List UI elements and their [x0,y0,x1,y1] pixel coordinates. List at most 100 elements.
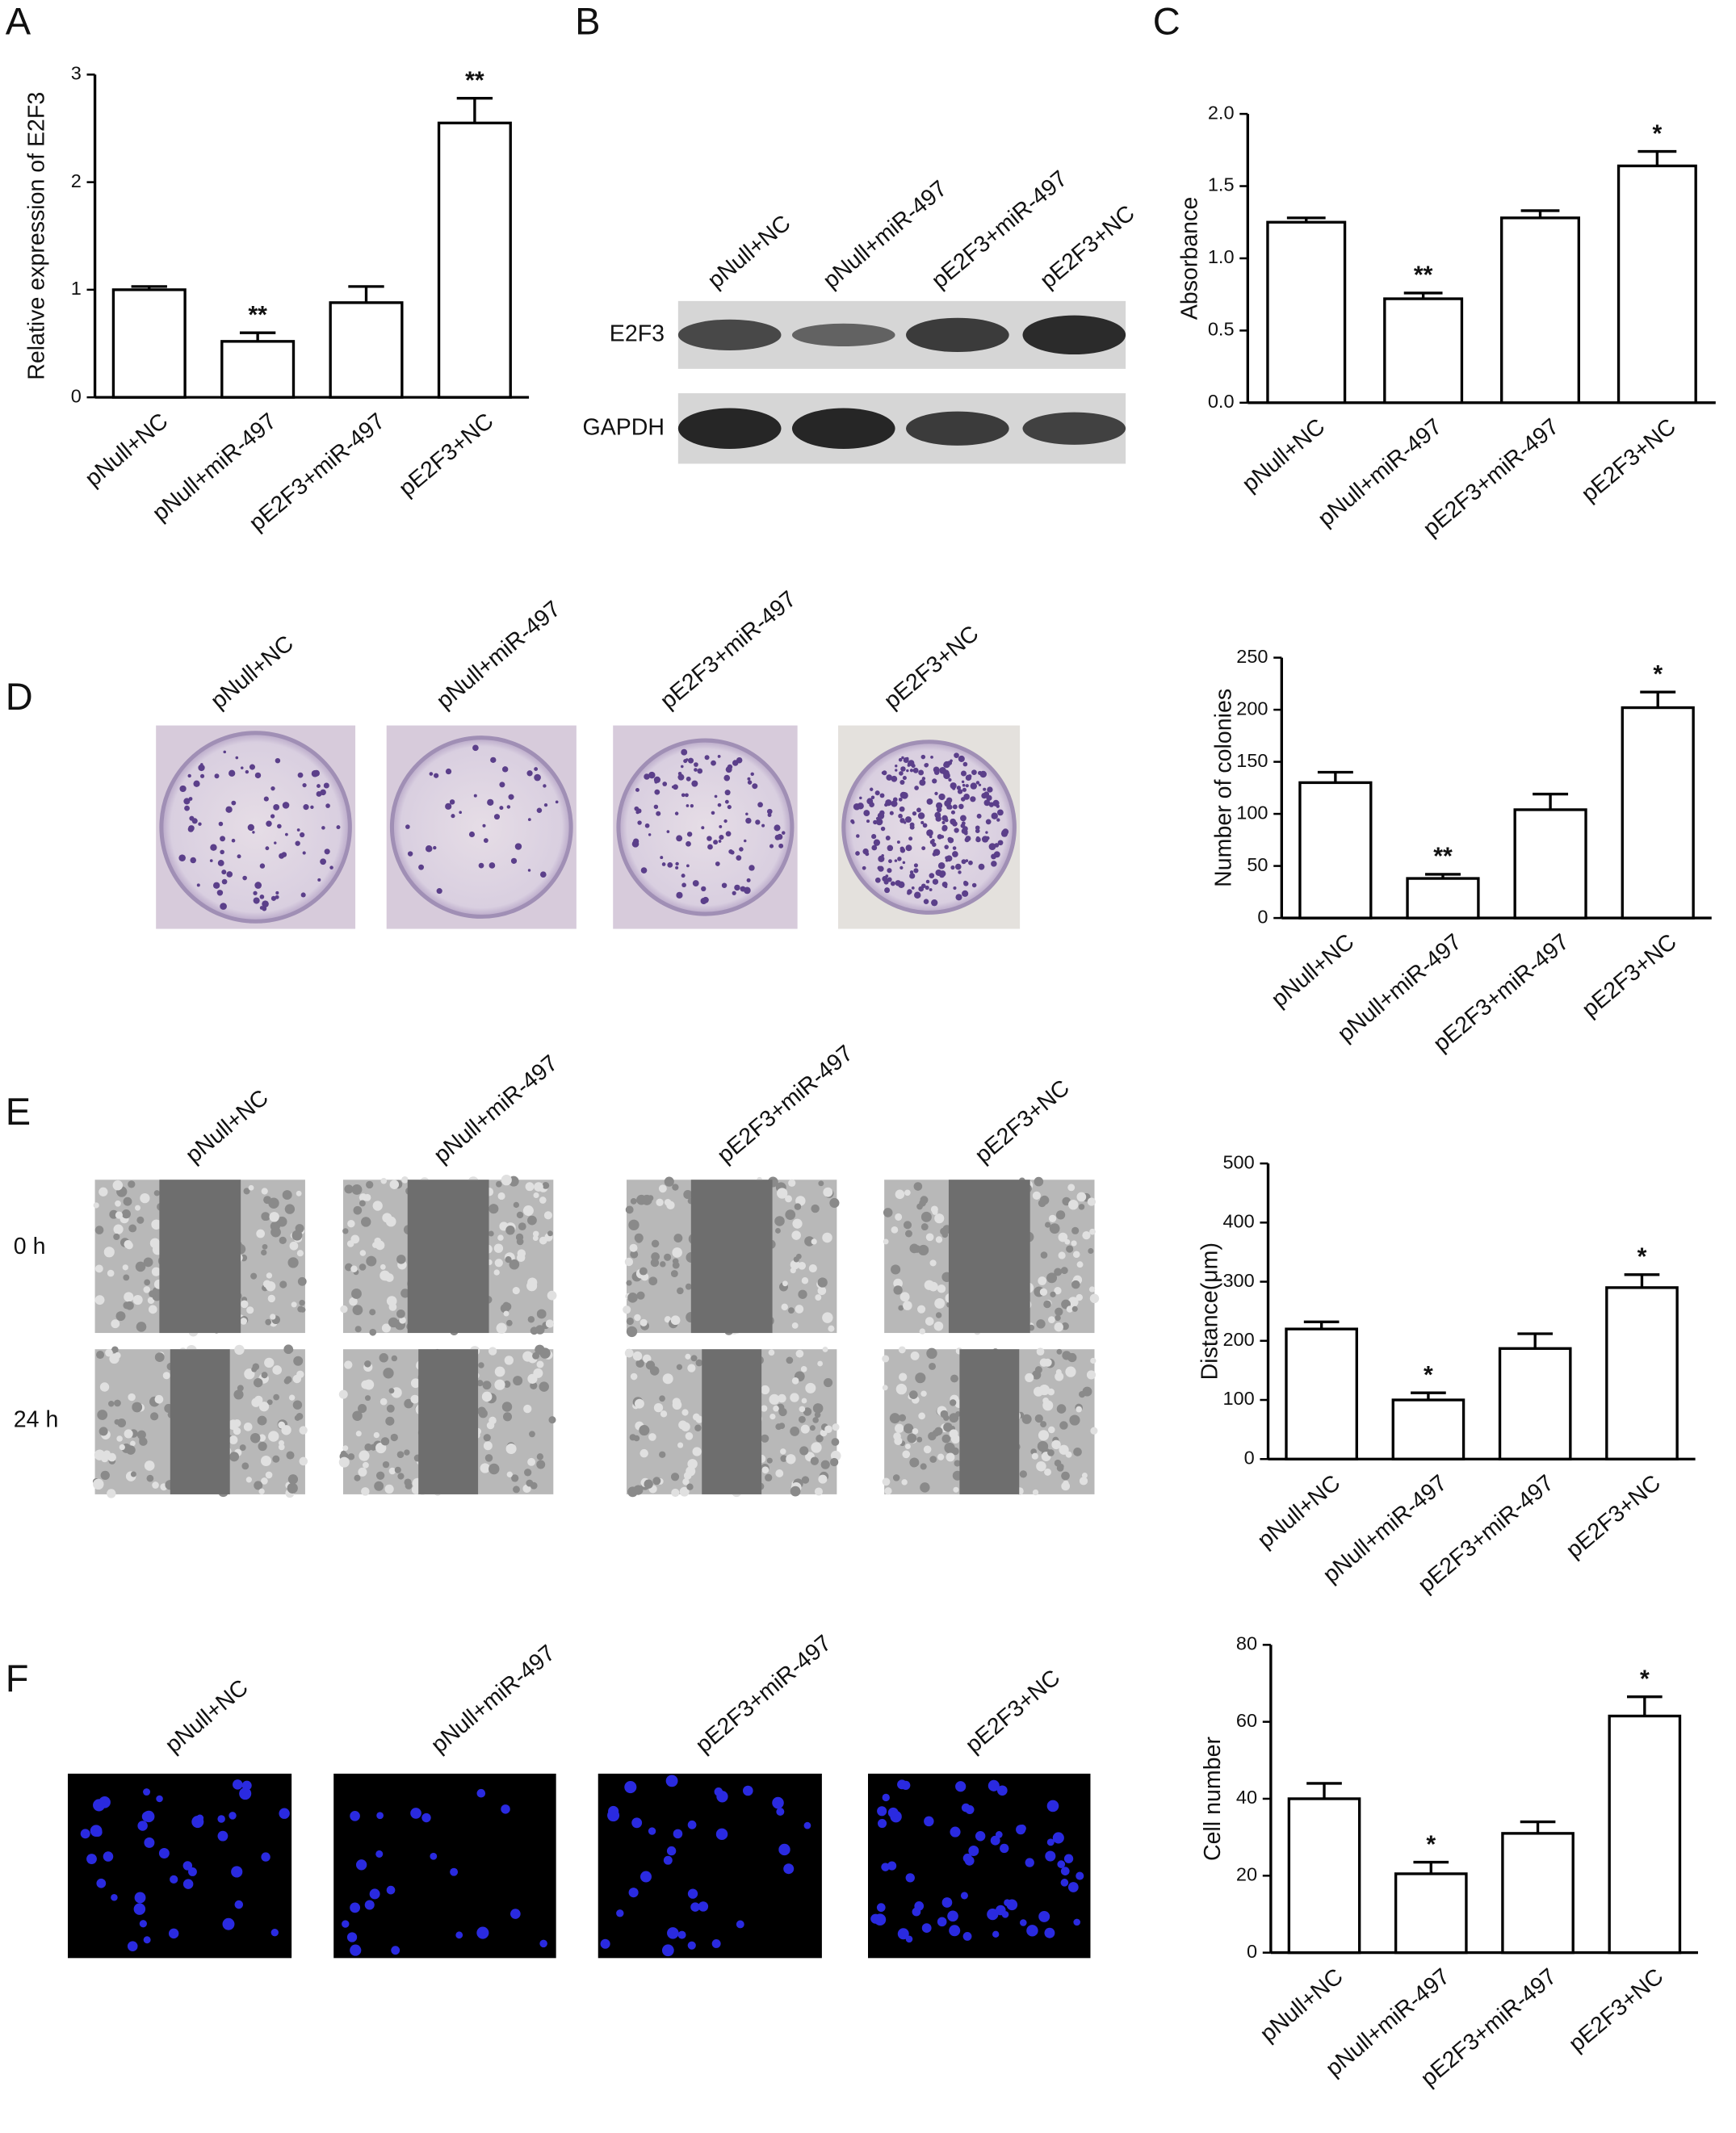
colony [983,799,991,807]
cell [239,1444,246,1451]
colony [937,862,946,870]
cell [672,1258,679,1265]
cell-nucleus [687,1888,698,1899]
colony [640,867,648,874]
bar [1498,1347,1572,1460]
colony [985,836,990,840]
colony [871,844,878,851]
cell-nucleus [882,1793,890,1802]
colony [451,814,455,819]
cell [633,1485,644,1495]
cell [358,1404,367,1414]
colony [493,814,501,820]
cell [1060,1267,1068,1275]
cell [1048,1214,1057,1222]
cell-nucleus [539,1939,547,1948]
cell [895,1213,903,1221]
cell [135,1205,141,1211]
cell [152,1481,159,1489]
colony [954,863,962,870]
cell [526,1479,534,1487]
cell [396,1323,403,1329]
cell [651,1252,660,1261]
cell [786,1454,796,1465]
cell [299,1456,308,1466]
cell [294,1414,301,1421]
colony [534,773,541,782]
cell-nucleus [476,1788,486,1798]
y-tick-label: 50 [1247,854,1268,875]
cell [483,1441,493,1451]
cell-nucleus [111,1894,118,1901]
cell [935,1236,943,1243]
cell [379,1263,386,1270]
colony [986,794,992,801]
cell [1046,1272,1058,1284]
colony [247,823,254,832]
cell-nucleus [1026,1925,1038,1937]
colony [527,818,531,822]
cell-nucleus [391,1946,400,1955]
colony [958,803,964,810]
wound-gap [418,1349,479,1494]
y-tick-label: 80 [1236,1633,1257,1654]
cell [1034,1176,1044,1187]
cell-nucleus [239,1787,252,1800]
colony [418,864,425,870]
cell [261,1455,272,1466]
colony [254,772,262,779]
colony [688,757,694,764]
cell [108,1400,115,1407]
cell [340,1450,346,1456]
image-label: pE2F3+NC [961,1665,1065,1758]
cell [530,1326,539,1335]
cell [258,1402,270,1412]
colony [976,813,982,819]
cell [374,1481,384,1491]
cell-nucleus [350,1944,362,1956]
y-tick-label: 1 [71,278,82,299]
cell [1067,1352,1077,1363]
cell [539,1196,547,1204]
cell-nucleus [600,1938,610,1949]
cell [824,1425,832,1434]
cell [780,1448,786,1455]
blot-band [791,408,895,449]
bar [1406,877,1480,920]
cell [132,1402,143,1413]
cell [506,1471,513,1477]
cell [883,1238,889,1245]
cell [909,1457,920,1468]
cell [254,1377,263,1388]
cell-nucleus [137,1821,148,1831]
cell [144,1279,151,1286]
cell [404,1478,412,1486]
blot-band [906,317,1009,353]
colony [732,890,736,895]
cell [648,1433,656,1441]
significance: * [1640,1666,1650,1693]
colony [210,844,217,851]
colony [926,829,933,836]
colony [739,847,744,852]
cell [273,1393,280,1401]
cell [795,1349,804,1358]
cell [115,1311,126,1322]
cell-nucleus [1060,1879,1069,1887]
cell [240,1300,249,1309]
colony [674,811,679,815]
cell [261,1477,268,1485]
colony [526,770,533,777]
cell [363,1379,375,1390]
colony [445,768,452,775]
colony [777,833,783,840]
colony [472,744,479,752]
colony [909,769,914,773]
colony [944,818,949,823]
significance: * [1652,120,1662,147]
cell [404,1398,413,1409]
cell [937,1453,945,1460]
wound-gap [948,1180,1030,1334]
colony [277,823,282,829]
bar [1513,808,1587,920]
